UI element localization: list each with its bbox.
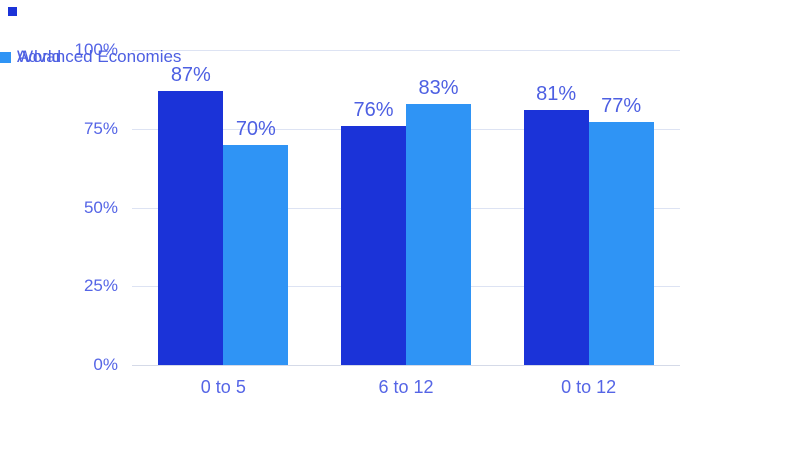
gridline-100 [132, 50, 680, 51]
x-axis-category-0-to-12: 0 to 12 [561, 377, 617, 397]
bar-world-0-to-12 [588, 122, 654, 365]
bar-advanced-economies-0-to-12 [523, 109, 589, 365]
brand-mark [8, 7, 17, 16]
bar-advanced-economies-0-to-5 [158, 90, 224, 365]
y-axis-tick-50: 50% [83, 197, 118, 217]
x-axis-category-0-to-5: 0 to 5 [200, 377, 246, 397]
y-axis-tick-100: 100% [74, 40, 118, 59]
gridline-0 [132, 365, 680, 366]
bar-value-label-advanced-economies-0-to-5: 87% [170, 63, 211, 86]
y-axis-tick-75: 75% [83, 118, 118, 138]
bar-value-label-world-0-to-12: 77% [601, 95, 642, 118]
bar-value-label-advanced-economies-6-to-12: 76% [353, 98, 394, 121]
legend-label-advanced-economies: Advanced Economies [17, 47, 182, 66]
legend-swatch-world-icon [0, 51, 11, 63]
bar-value-label-world-6-to-12: 83% [418, 76, 459, 99]
bar-value-label-advanced-economies-0-to-12: 81% [536, 82, 577, 105]
bar-world-0-to-5 [223, 144, 289, 365]
bar-world-6-to-12 [406, 103, 471, 365]
bar-value-label-world-0-to-5: 70% [235, 117, 276, 140]
legend-item-world: World [0, 48, 61, 66]
y-axis-tick-0: 0% [93, 355, 118, 374]
legend-label-world: World [17, 47, 62, 66]
y-axis-tick-25: 25% [83, 276, 118, 296]
x-axis-category-6-to-12: 6 to 12 [378, 377, 434, 397]
bar-advanced-economies-6-to-12 [341, 125, 406, 365]
